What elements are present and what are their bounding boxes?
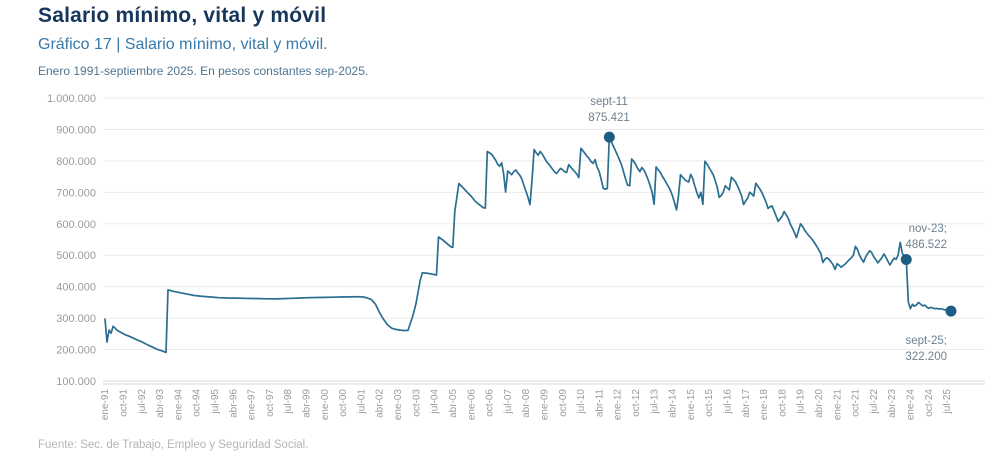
x-tick-label: ene-97 (247, 389, 258, 421)
x-tick-label: oct-12 (631, 389, 642, 417)
x-tick-label: ene-18 (759, 389, 770, 421)
annotation-label: nov-23; (909, 223, 947, 235)
x-tick-label: jul-95 (210, 389, 221, 415)
y-tick-label: 900.000 (56, 124, 96, 136)
data-point-marker (900, 253, 912, 265)
x-tick-label: oct-91 (119, 389, 130, 417)
x-tick-label: oct-09 (558, 389, 569, 417)
y-tick-label: 1.000.000 (47, 93, 96, 105)
x-tick-label: jul-22 (869, 389, 880, 415)
x-tick-label: abr-14 (668, 389, 679, 418)
x-tick-label: jul-19 (796, 389, 807, 415)
x-tick-label: jul-10 (576, 389, 587, 415)
x-tick-label: ene-03 (393, 389, 404, 421)
y-tick-label: 100.000 (56, 376, 96, 388)
y-tick-label: 600.000 (56, 219, 96, 231)
x-tick-label: jul-01 (356, 389, 367, 415)
x-tick-label: abr-99 (302, 389, 313, 418)
x-tick-label: oct-18 (777, 389, 788, 417)
y-tick-label: 500.000 (56, 250, 96, 262)
x-tick-label: jul-25 (942, 389, 953, 415)
x-tick-label: abr-20 (814, 389, 825, 418)
annotation-label: 875.421 (588, 112, 630, 124)
x-tick-label: jul-16 (722, 389, 733, 415)
y-tick-label: 700.000 (56, 187, 96, 199)
x-tick-label: ene-24 (906, 389, 917, 421)
data-point-marker (945, 305, 957, 317)
x-tick-label: ene-15 (686, 389, 697, 421)
source-note: Fuente: Sec. de Trabajo, Empleo y Seguri… (38, 439, 309, 451)
x-tick-label: oct-15 (704, 389, 715, 417)
x-tick-label: oct-00 (338, 389, 349, 417)
x-tick-label: abr-93 (155, 389, 166, 418)
x-tick-label: abr-08 (521, 389, 532, 418)
x-tick-label: jul-98 (283, 389, 294, 415)
x-tick-label: ene-00 (320, 389, 331, 421)
x-tick-label: ene-94 (173, 389, 184, 421)
page-title: Salario mínimo, vital y móvil (38, 4, 327, 27)
chart-subtitle: Gráfico 17 | Salario mínimo, vital y móv… (38, 36, 328, 53)
x-tick-label: abr-23 (887, 389, 898, 418)
y-tick-label: 300.000 (56, 313, 96, 325)
x-tick-label: jul-07 (503, 389, 514, 415)
annotations: sept-11 875.421 nov-23; 486.522 sept-25; 322.… (588, 96, 957, 363)
annotation-label: sept-25; (905, 335, 947, 347)
data-point-marker (603, 131, 615, 143)
y-axis-labels: 1.000.000 900.000 800.000 700.000 600.000 500… (47, 93, 96, 388)
x-tick-label: oct-06 (485, 389, 496, 417)
chart-caption: Enero 1991-septiembre 2025. En pesos con… (38, 64, 369, 78)
x-tick-label: jul-92 (137, 389, 148, 415)
x-tick-label: oct-94 (192, 389, 203, 417)
series-line (104, 136, 952, 354)
x-tick-label: oct-97 (265, 389, 276, 417)
x-axis-labels: ene-91 oct-91 jul-92 abr-93 ene-94 oct-94 jul-… (100, 389, 953, 421)
x-tick-label: oct-21 (851, 389, 862, 417)
annotation-label: 486.522 (905, 239, 947, 251)
x-tick-label: oct-24 (924, 389, 935, 417)
x-tick-label: abr-11 (594, 389, 605, 418)
x-tick-label: ene-21 (832, 389, 843, 421)
x-tick-label: ene-09 (539, 389, 550, 421)
y-tick-label: 200.000 (56, 345, 96, 357)
x-tick-label: oct-03 (411, 389, 422, 417)
x-tick-label: abr-17 (741, 389, 752, 418)
x-tick-label: jul-13 (649, 389, 660, 415)
x-tick-label: ene-06 (466, 389, 477, 421)
gridlines (103, 97, 985, 382)
x-tick-label: ene-91 (100, 389, 111, 421)
x-tick-label: jul-04 (430, 389, 441, 415)
annotation-label: sept-11 (590, 96, 628, 108)
y-tick-label: 400.000 (56, 282, 96, 294)
x-tick-label: abr-05 (448, 389, 459, 418)
annotation-label: 322.200 (905, 351, 947, 363)
x-tick-label: abr-02 (375, 389, 386, 418)
x-tick-label: ene-12 (613, 389, 624, 421)
x-tick-label: abr-96 (228, 389, 239, 418)
y-tick-label: 800.000 (56, 156, 96, 168)
